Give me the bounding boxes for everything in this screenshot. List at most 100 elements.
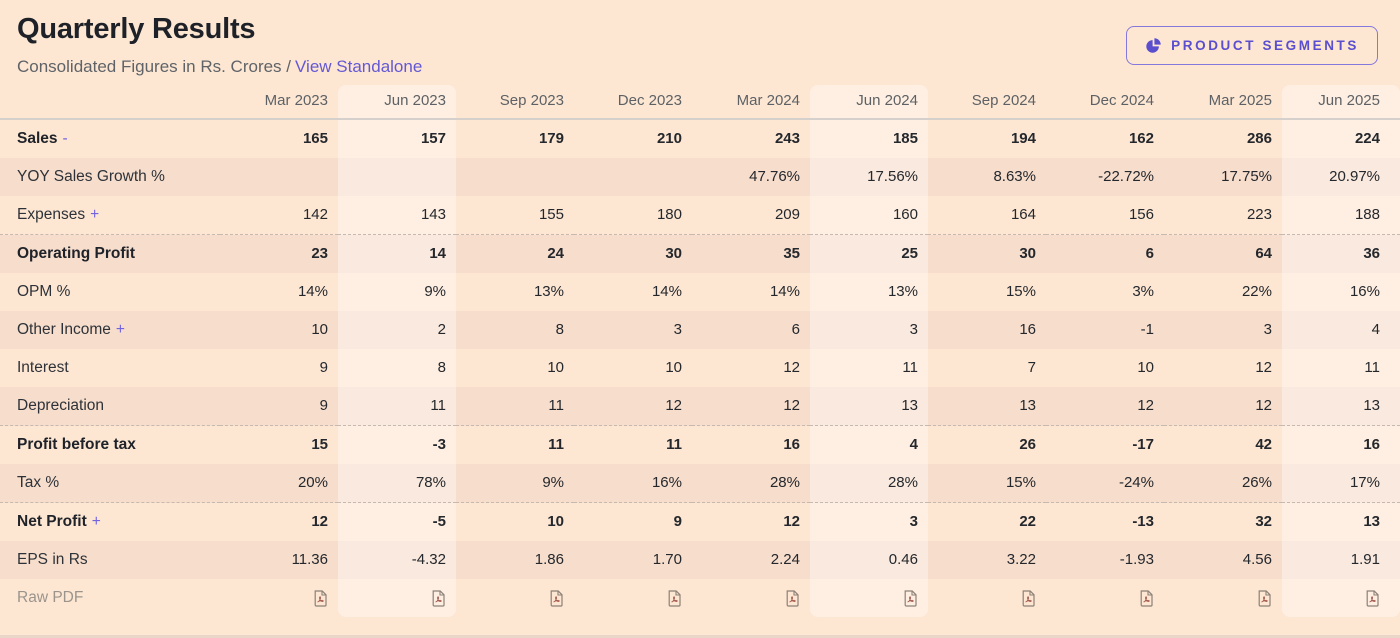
table-cell: 23	[220, 234, 338, 273]
table-cell: 10	[1137, 359, 1154, 376]
table-cell: 64	[1164, 234, 1282, 273]
pdf-file-icon	[314, 589, 327, 607]
table-cell: 11	[1282, 349, 1400, 387]
table-cell: -1	[1140, 321, 1154, 338]
pdf-file-icon	[1140, 589, 1153, 607]
table-cell: 28%	[769, 474, 800, 491]
table-cell: 9	[319, 397, 328, 414]
table-cell: 11	[574, 425, 692, 464]
table-cell: 209	[774, 206, 800, 223]
raw-pdf-link[interactable]	[1046, 579, 1164, 617]
raw-pdf-link[interactable]	[220, 579, 338, 617]
table-cell: 10	[665, 359, 682, 376]
table-row: Expenses +142 143 155 180 209 160 164 156 223 188	[0, 196, 1400, 235]
table-cell: 9%	[542, 474, 564, 491]
table-cell: 224	[1282, 119, 1400, 158]
table-cell: 13%	[533, 283, 564, 300]
table-cell: 142	[302, 206, 328, 223]
row-label: Raw PDF	[0, 579, 220, 617]
table-cell: 162	[1128, 130, 1154, 147]
pie-chart-icon	[1146, 37, 1161, 53]
table-cell: 47.76%	[749, 168, 800, 185]
table-cell: 3%	[1132, 283, 1154, 300]
expand-schedule-toggle[interactable]: -	[62, 130, 68, 147]
table-cell: 22%	[1241, 283, 1272, 300]
expand-schedule-toggle[interactable]: +	[91, 513, 101, 530]
table-header-row: Mar 2023 Jun 2023 Sep 2023 Dec 2023 Mar 2024…	[0, 85, 1400, 120]
row-label-text: OPM %	[17, 283, 71, 300]
table-cell: 32	[1164, 502, 1282, 541]
table-cell: 16%	[1282, 273, 1400, 311]
quarterly-results-table: Mar 2023 Jun 2023 Sep 2023 Dec 2023 Mar 2024…	[0, 85, 1400, 617]
table-cell: 20%	[297, 474, 328, 491]
table-cell: 10	[456, 502, 574, 541]
table-cell: 10	[547, 359, 564, 376]
table-cell: -1.93	[1119, 551, 1154, 568]
raw-pdf-link[interactable]	[928, 579, 1046, 617]
table-cell: 3	[810, 311, 928, 349]
raw-pdf-link[interactable]	[338, 579, 456, 617]
column-header: Jun 2024	[810, 85, 928, 120]
row-label-text: Operating Profit	[17, 245, 135, 262]
row-label-text: Raw PDF	[17, 589, 84, 606]
table-cell: 17%	[1282, 464, 1400, 503]
table-cell: 3	[1263, 321, 1272, 338]
product-segments-button[interactable]: PRODUCT SEGMENTS	[1126, 25, 1378, 65]
raw-pdf-link[interactable]	[1282, 579, 1400, 617]
table-cell: 15%	[1005, 283, 1036, 300]
table-cell: -3	[338, 425, 456, 464]
table-cell: 16	[1019, 321, 1036, 338]
table-cell: 25	[810, 234, 928, 273]
column-header: Mar 2024	[692, 85, 810, 120]
table-cell: 13	[810, 387, 928, 426]
raw-pdf-link[interactable]	[456, 579, 574, 617]
subtitle: Consolidated Figures in Rs. Crores / View…	[17, 57, 422, 77]
table-cell: 1.70	[652, 551, 682, 568]
table-cell: 15%	[1005, 474, 1036, 491]
table-cell	[456, 158, 574, 196]
row-label-header	[0, 85, 220, 120]
table-cell: 185	[810, 119, 928, 158]
table-cell: 24	[456, 234, 574, 273]
table-cell: 2	[338, 311, 456, 349]
raw-pdf-link[interactable]	[810, 579, 928, 617]
table-cell: 188	[1282, 196, 1400, 235]
table-cell: 11	[456, 425, 574, 464]
expand-schedule-toggle[interactable]: +	[90, 206, 100, 223]
row-label: YOY Sales Growth %	[0, 158, 220, 196]
row-label-text: Tax %	[17, 474, 60, 491]
table-cell: 143	[338, 196, 456, 235]
pdf-file-icon	[786, 589, 799, 607]
table-row: Raw PDF	[0, 579, 1400, 617]
table-row: Other Income +10 2 8 3 6 3 16 -1 3 4	[0, 311, 1400, 349]
row-label: EPS in Rs	[0, 541, 220, 579]
raw-pdf-link[interactable]	[692, 579, 810, 617]
table-cell: 160	[810, 196, 928, 235]
table-row: Profit before tax 15 -3 11 11 16 4 26 -17 42 16	[0, 425, 1400, 464]
table-cell: 286	[1246, 130, 1272, 147]
table-cell: 155	[538, 206, 564, 223]
row-label-text: YOY Sales Growth %	[17, 168, 165, 185]
row-label-text: Other Income	[17, 321, 111, 338]
table-cell: 1.86	[534, 551, 564, 568]
table-cell: 30	[928, 234, 1046, 273]
raw-pdf-link[interactable]	[574, 579, 692, 617]
table-cell: 13%	[810, 273, 928, 311]
raw-pdf-link[interactable]	[1164, 579, 1282, 617]
table-cell: -24%	[1118, 474, 1154, 491]
row-label-text: Depreciation	[17, 397, 105, 414]
table-cell: 4	[1282, 311, 1400, 349]
expand-schedule-toggle[interactable]: +	[115, 321, 125, 338]
table-cell: 12	[783, 397, 800, 414]
column-header: Sep 2024	[928, 85, 1046, 120]
table-cell: 0.46	[810, 541, 928, 579]
table-cell: 11	[810, 349, 928, 387]
table-cell: 30	[574, 234, 692, 273]
table-cell: 20.97%	[1282, 158, 1400, 196]
table-cell: 12	[783, 359, 800, 376]
row-label-text: Net Profit	[17, 513, 87, 530]
row-label: Expenses +	[0, 196, 220, 235]
table-cell: 3	[673, 321, 682, 338]
table-cell	[220, 158, 338, 196]
view-standalone-link[interactable]: View Standalone	[295, 57, 423, 76]
